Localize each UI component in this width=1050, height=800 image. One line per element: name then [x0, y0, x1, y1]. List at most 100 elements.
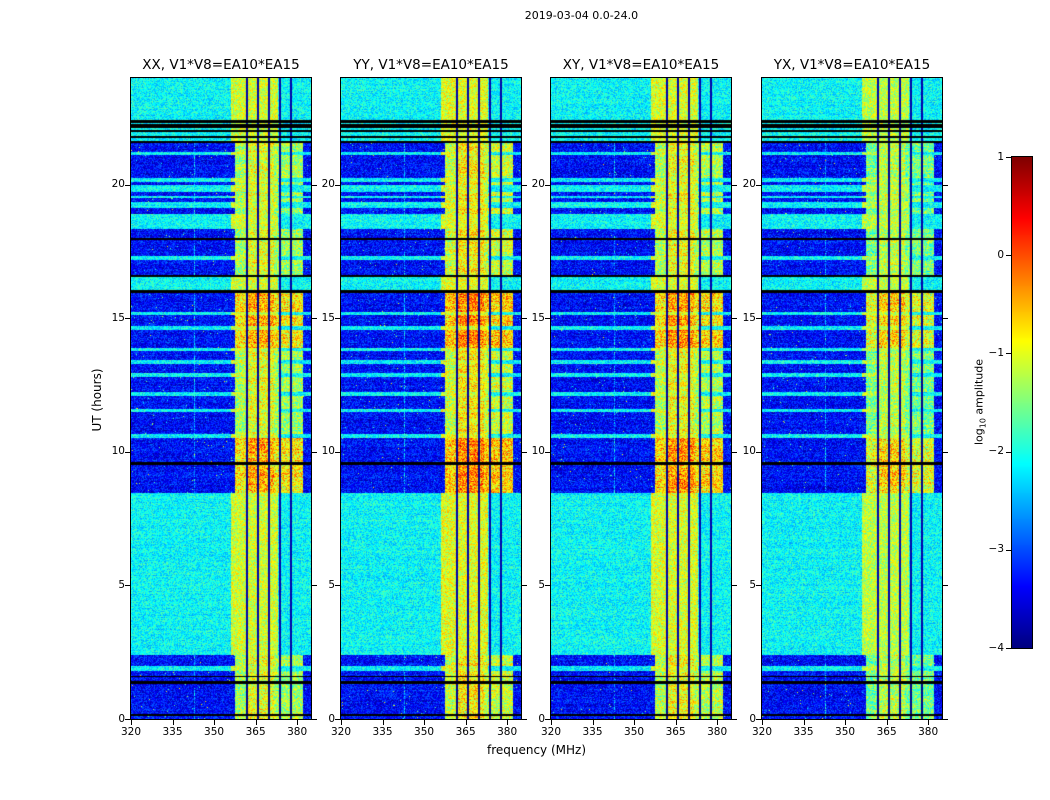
y-tick-right-5-XY: [732, 585, 737, 587]
y-tick-left-5-XY: [545, 585, 550, 587]
x-tick-label-320-XX: 320: [120, 726, 142, 738]
x-tick-365-YY: [465, 720, 467, 725]
x-tick-350-XY: [634, 720, 636, 725]
heatmap-panel-XY: [550, 77, 732, 720]
y-tick-right-0-XX: [312, 719, 317, 720]
y-tick-left-0-YX: [756, 719, 761, 720]
colorbar-tick-label-1: 1: [997, 150, 1004, 163]
y-tick-right-15-XY: [732, 318, 737, 320]
panel-title-YX: YX, V1*V8=EA10*EA15: [773, 57, 931, 73]
x-tick-label-380-XX: 380: [287, 726, 308, 738]
y-tick-right-10-YY: [522, 451, 527, 453]
x-tick-label-320-YX: 320: [751, 726, 773, 738]
y-tick-left-15-YX: [756, 318, 761, 320]
y-tick-label-10-XY: 10: [531, 445, 545, 458]
heatmap-panel-XX: [130, 77, 312, 720]
x-tick-label-350-XX: 350: [204, 726, 225, 738]
x-tick-label-350-YY: 350: [414, 726, 435, 738]
figure-title: 2019-03-04 0.0-24.0: [524, 9, 639, 22]
y-tick-label-0-XX: 0: [118, 712, 125, 725]
x-tick-label-350-XY: 350: [624, 726, 645, 738]
x-tick-320-XX: [131, 720, 132, 725]
y-tick-left-20-YY: [335, 184, 340, 186]
colorbar-tick--1: [1006, 353, 1011, 355]
x-tick-350-XX: [214, 720, 216, 725]
x-tick-350-YX: [845, 720, 847, 725]
x-tick-380-YX: [928, 720, 930, 725]
y-tick-left-10-XY: [545, 451, 550, 453]
y-tick-right-10-YX: [943, 451, 948, 453]
colorbar-tick-label--1: −1: [988, 346, 1004, 359]
colorbar-label-subscript: 10: [978, 418, 988, 429]
y-tick-left-0-XY: [545, 719, 550, 720]
y-tick-label-20-XY: 20: [531, 178, 545, 191]
y-tick-label-10-YY: 10: [321, 445, 335, 458]
y-tick-label-20-XX: 20: [111, 178, 125, 191]
x-tick-320-YX: [762, 720, 763, 725]
x-tick-label-380-YX: 380: [918, 726, 939, 738]
colorbar-tick-0: [1006, 255, 1011, 257]
x-tick-label-365-YY: 365: [455, 726, 476, 738]
y-tick-label-5-XX: 5: [118, 578, 125, 591]
y-axis-label: UT (hours): [90, 368, 104, 432]
y-tick-label-10-XX: 10: [111, 445, 125, 458]
y-tick-left-15-XY: [545, 318, 550, 320]
colorbar-label-suffix: amplitude: [972, 358, 986, 419]
y-tick-right-20-XX: [312, 184, 317, 186]
x-tick-label-365-XY: 365: [665, 726, 686, 738]
colorbar-tick-label--4: −4: [988, 641, 1004, 654]
x-tick-320-XY: [551, 720, 552, 725]
y-tick-left-10-YY: [335, 451, 340, 453]
colorbar-gradient: [1011, 156, 1033, 649]
y-tick-label-0-YX: 0: [749, 712, 756, 725]
x-tick-335-YX: [803, 720, 805, 725]
y-tick-right-20-YY: [522, 184, 527, 186]
x-tick-335-YY: [382, 720, 384, 725]
y-tick-label-10-YX: 10: [742, 445, 756, 458]
colorbar-label: log10 amplitude: [972, 359, 987, 445]
x-tick-335-XY: [592, 720, 594, 725]
colorbar-label-prefix: log: [972, 428, 986, 446]
x-axis-label: frequency (MHz): [486, 743, 587, 757]
y-tick-right-15-YY: [522, 318, 527, 320]
y-tick-left-20-YX: [756, 184, 761, 186]
y-tick-right-20-XY: [732, 184, 737, 186]
y-tick-label-0-YY: 0: [328, 712, 335, 725]
y-tick-right-5-YY: [522, 585, 527, 587]
panel-title-YY: YY, V1*V8=EA10*EA15: [353, 57, 509, 73]
y-tick-left-10-XX: [125, 451, 130, 453]
x-tick-380-YY: [507, 720, 509, 725]
y-tick-label-15-YX: 15: [742, 311, 756, 324]
y-tick-label-5-XY: 5: [538, 578, 545, 591]
y-tick-label-15-YY: 15: [321, 311, 335, 324]
x-tick-335-XX: [172, 720, 174, 725]
y-tick-right-0-YY: [522, 719, 527, 720]
x-tick-label-365-YX: 365: [876, 726, 897, 738]
x-tick-label-380-XY: 380: [707, 726, 728, 738]
x-tick-365-YX: [886, 720, 888, 725]
y-tick-label-5-YX: 5: [749, 578, 756, 591]
colorbar-tick--3: [1006, 549, 1011, 551]
x-tick-label-335-YY: 335: [372, 726, 393, 738]
y-tick-label-20-YY: 20: [321, 178, 335, 191]
colorbar-tick-label--2: −2: [988, 445, 1004, 458]
y-tick-left-0-YY: [335, 719, 340, 720]
y-tick-label-0-XY: 0: [538, 712, 545, 725]
x-tick-label-350-YX: 350: [835, 726, 856, 738]
x-tick-label-320-YY: 320: [330, 726, 352, 738]
y-tick-left-5-XX: [125, 585, 130, 587]
y-tick-left-0-XX: [125, 719, 130, 720]
x-tick-label-335-XY: 335: [582, 726, 603, 738]
y-tick-right-0-YX: [943, 719, 948, 720]
y-tick-right-20-YX: [943, 184, 948, 186]
x-tick-label-365-XX: 365: [245, 726, 266, 738]
y-tick-right-0-XY: [732, 719, 737, 720]
y-tick-left-5-YX: [756, 585, 761, 587]
x-tick-365-XX: [255, 720, 257, 725]
y-tick-left-15-YY: [335, 318, 340, 320]
x-tick-380-XX: [297, 720, 299, 725]
colorbar-tick-label-0: 0: [997, 248, 1004, 261]
heatmap-panel-YY: [340, 77, 522, 720]
x-tick-label-335-YX: 335: [793, 726, 814, 738]
